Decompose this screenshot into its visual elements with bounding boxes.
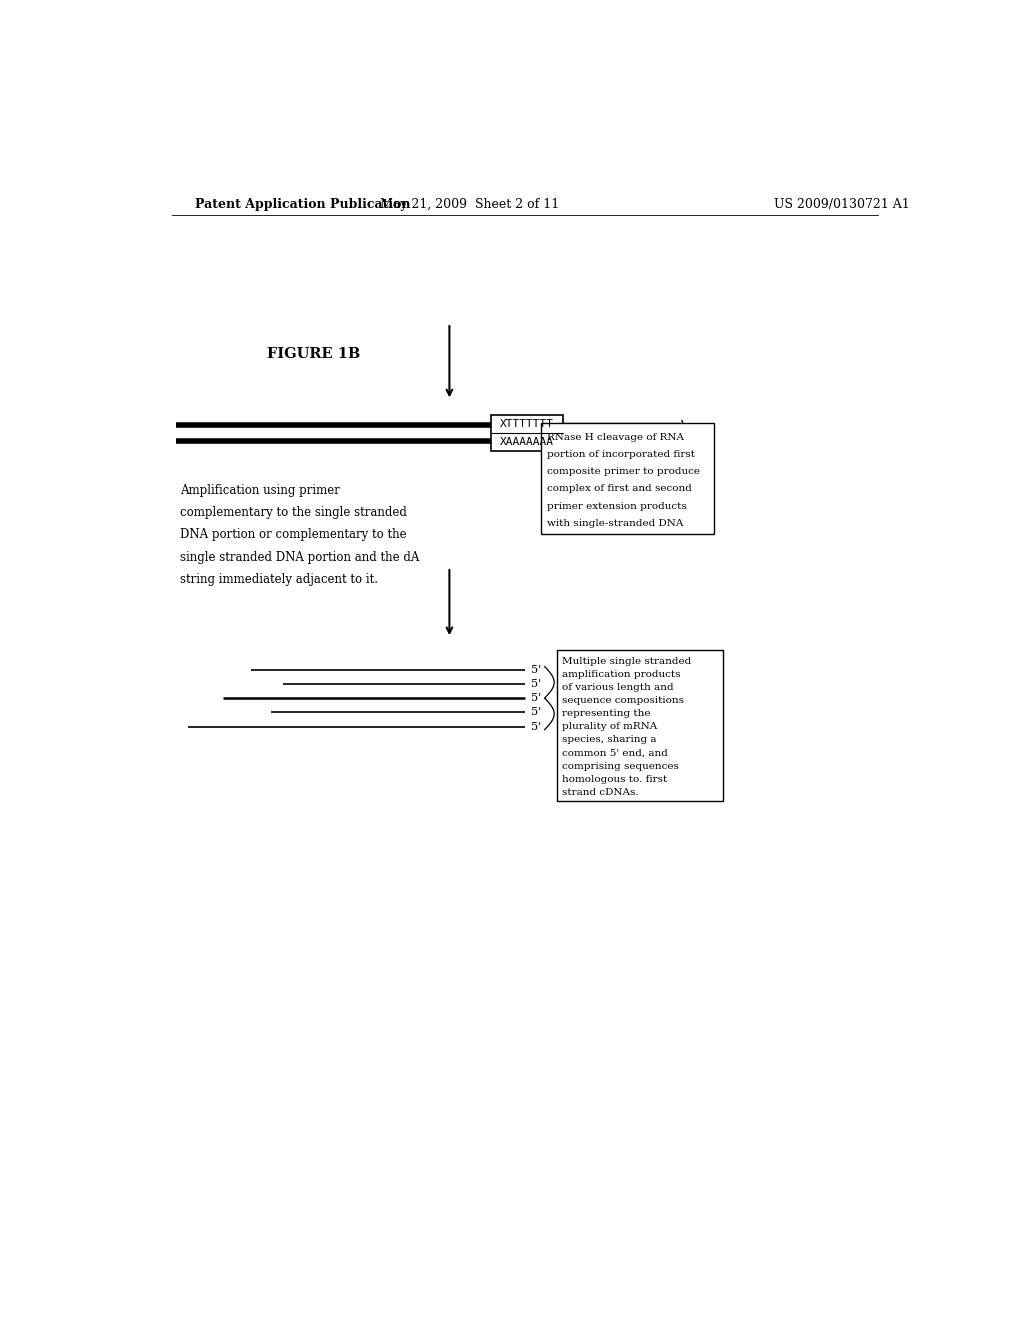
Text: Multiple single stranded: Multiple single stranded <box>562 657 691 667</box>
Text: XAAAAAAA: XAAAAAAA <box>500 437 554 447</box>
Text: sequence compositions: sequence compositions <box>562 696 684 705</box>
Bar <box>492 414 563 451</box>
Text: US 2009/0130721 A1: US 2009/0130721 A1 <box>774 198 910 211</box>
Text: DNA portion or complementary to the: DNA portion or complementary to the <box>179 528 407 541</box>
Text: 5': 5' <box>531 678 542 689</box>
Text: string immediately adjacent to it.: string immediately adjacent to it. <box>179 573 378 586</box>
Text: strand cDNAs.: strand cDNAs. <box>562 788 639 797</box>
Bar <box>557 651 723 801</box>
Text: 5': 5' <box>531 665 542 675</box>
Text: of various length and: of various length and <box>562 684 674 692</box>
Text: single stranded DNA portion and the dA: single stranded DNA portion and the dA <box>179 550 419 564</box>
Text: with single-stranded DNA: with single-stranded DNA <box>547 519 683 528</box>
Text: 3': 3' <box>685 430 697 444</box>
Text: primer extension products: primer extension products <box>547 502 687 511</box>
Text: May 21, 2009  Sheet 2 of 11: May 21, 2009 Sheet 2 of 11 <box>380 198 559 211</box>
Text: complex of first and second: complex of first and second <box>547 484 692 494</box>
Text: common 5' end, and: common 5' end, and <box>562 748 668 758</box>
Text: Amplification using primer: Amplification using primer <box>179 483 340 496</box>
Text: 5': 5' <box>531 722 542 731</box>
Text: comprising sequences: comprising sequences <box>562 762 679 771</box>
Text: 5': 5' <box>531 708 542 717</box>
Text: plurality of mRNA: plurality of mRNA <box>562 722 657 731</box>
Text: FIGURE 1B: FIGURE 1B <box>267 347 360 360</box>
Text: RNase H cleavage of RNA: RNase H cleavage of RNA <box>547 433 684 442</box>
Text: amplification products: amplification products <box>562 671 681 678</box>
Bar <box>541 422 714 535</box>
Text: species, sharing a: species, sharing a <box>562 735 656 744</box>
Text: portion of incorporated first: portion of incorporated first <box>547 450 695 459</box>
Text: Patent Application Publication: Patent Application Publication <box>196 198 411 211</box>
Text: complementary to the single stranded: complementary to the single stranded <box>179 506 407 519</box>
Text: XTTTTTTT: XTTTTTTT <box>500 418 554 429</box>
Text: 5': 5' <box>531 693 542 704</box>
Text: homologous to. first: homologous to. first <box>562 775 668 784</box>
Text: composite primer to produce: composite primer to produce <box>547 467 700 477</box>
Text: representing the: representing the <box>562 709 650 718</box>
